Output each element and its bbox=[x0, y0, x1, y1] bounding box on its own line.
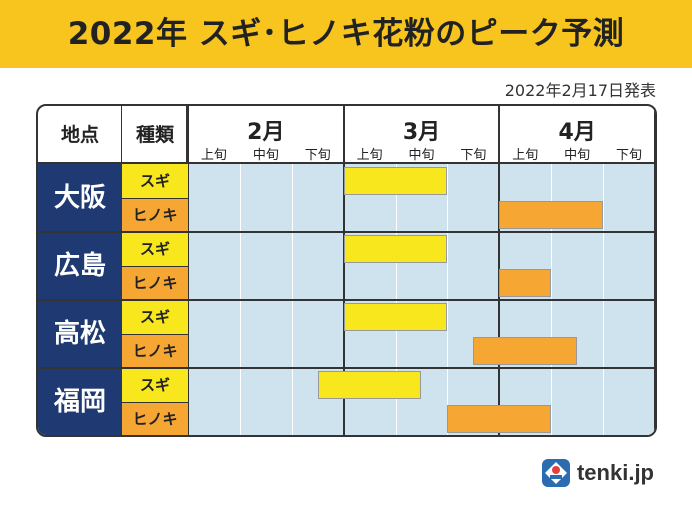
dekad-label: 上旬 bbox=[200, 148, 227, 163]
place-cell: 高松 bbox=[38, 300, 122, 368]
month-label: 4月 bbox=[558, 120, 596, 145]
row-divider bbox=[38, 231, 655, 233]
peak-bar-hinoki bbox=[473, 337, 578, 365]
type-cell-hinoki: ヒノキ bbox=[122, 198, 188, 232]
type-cell-hinoki: ヒノキ bbox=[122, 402, 188, 435]
type-divider bbox=[122, 334, 188, 335]
type-cell-sugi: スギ bbox=[122, 300, 188, 334]
month-divider bbox=[654, 106, 655, 435]
dekad-label: 上旬 bbox=[512, 148, 539, 163]
type-cell-sugi: スギ bbox=[122, 164, 188, 198]
month-label: 3月 bbox=[402, 120, 441, 145]
place-cell: 福岡 bbox=[38, 368, 122, 435]
peak-bar-hinoki bbox=[499, 201, 604, 229]
type-header: 種類 bbox=[135, 124, 174, 146]
dekad-label: 下旬 bbox=[460, 148, 487, 163]
page-title: 2022年 スギ･ヒノキ花粉のピーク予測 bbox=[67, 16, 625, 52]
pollen-peak-table: 地点 種類 2月 上旬 中旬 下旬 3月 上旬 中旬 下旬 4月 上旬 中旬 下旬 大阪 スギ ヒノキ 広島ス… bbox=[36, 104, 657, 437]
peak-bar-sugi bbox=[343, 235, 448, 263]
type-cell-sugi: スギ bbox=[122, 368, 188, 402]
place-cell: 広島 bbox=[38, 232, 122, 300]
dekad-label: 中旬 bbox=[252, 148, 279, 163]
peak-bar-hinoki bbox=[499, 269, 552, 297]
dekad-divider bbox=[239, 142, 241, 435]
dekad-divider bbox=[395, 142, 397, 435]
type-divider bbox=[122, 198, 188, 199]
title-bar bbox=[0, 0, 692, 68]
header-divider bbox=[38, 162, 655, 164]
type-cell-sugi: スギ bbox=[122, 232, 188, 266]
place-column-divider bbox=[121, 106, 122, 164]
row-divider bbox=[38, 367, 655, 369]
tenki-logo-icon bbox=[541, 459, 570, 487]
type-divider bbox=[122, 266, 188, 267]
type-cell-hinoki: ヒノキ bbox=[122, 334, 188, 368]
dekad-divider bbox=[551, 142, 553, 435]
peak-bar-sugi bbox=[343, 303, 448, 331]
place-header: 地点 bbox=[60, 124, 99, 146]
dekad-label: 上旬 bbox=[356, 148, 383, 163]
month-label: 2月 bbox=[247, 120, 285, 145]
announcement-date: 2022年2月17日発表 bbox=[504, 81, 656, 100]
logo-text: tenki.jp bbox=[576, 460, 654, 485]
row-divider bbox=[38, 299, 655, 301]
peak-bar-sugi bbox=[317, 371, 422, 399]
type-divider bbox=[122, 402, 188, 403]
peak-bar-sugi bbox=[343, 167, 448, 195]
dekad-divider bbox=[291, 142, 293, 435]
dekad-divider bbox=[603, 142, 605, 435]
type-cell-hinoki: ヒノキ bbox=[122, 266, 188, 300]
tenki-logo: tenki.jp bbox=[541, 457, 654, 489]
dekad-label: 下旬 bbox=[304, 148, 331, 163]
peak-bar-hinoki bbox=[447, 405, 552, 433]
month-divider bbox=[342, 106, 345, 435]
dekad-label: 中旬 bbox=[408, 148, 435, 163]
place-cell: 大阪 bbox=[38, 164, 122, 232]
dekad-label: 下旬 bbox=[616, 148, 643, 163]
dekad-divider bbox=[447, 142, 449, 435]
month-divider bbox=[187, 106, 189, 435]
dekad-label: 中旬 bbox=[564, 148, 591, 163]
